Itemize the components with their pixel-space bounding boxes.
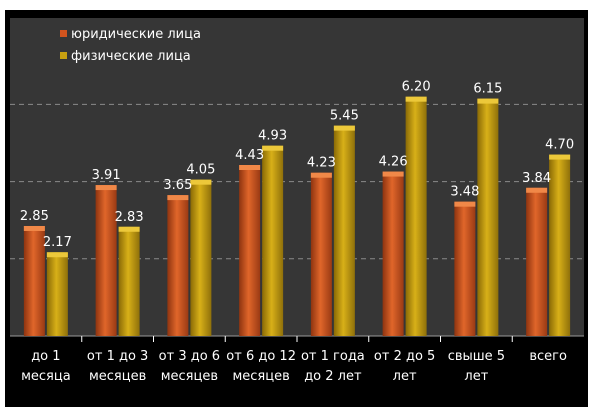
x-tick-label: от 3 до 6	[159, 349, 220, 364]
data-label: 3.91	[92, 168, 121, 183]
data-label: 3.84	[522, 171, 551, 186]
bar-legal	[239, 165, 261, 336]
data-label: 5.45	[330, 109, 359, 124]
bar-individual	[405, 96, 427, 337]
data-label: 4.26	[379, 155, 408, 170]
bar-individual	[46, 252, 68, 336]
bar-individual	[118, 226, 140, 336]
x-axis: до 1 месяца от 1 до 3 месяцев от 3 до 6 месяц…	[21, 336, 567, 384]
legend-swatch	[60, 30, 67, 37]
x-tick-label: месяца	[21, 369, 71, 384]
bar-cap	[382, 171, 404, 177]
data-label: 3.48	[450, 185, 479, 200]
bar-individual	[477, 98, 499, 336]
data-label: 4.05	[186, 163, 215, 178]
bar-cap	[167, 195, 189, 201]
bar-individual	[190, 179, 212, 336]
legend-swatch	[60, 52, 67, 59]
data-label: 4.93	[258, 129, 287, 144]
bar-legal	[454, 201, 476, 336]
data-label: 4.43	[235, 148, 264, 163]
x-tick-label: от 1 до 3	[87, 349, 148, 364]
bar-individual	[262, 145, 284, 336]
bar-legal	[526, 187, 548, 336]
bar-cap	[239, 165, 261, 171]
data-label: 4.23	[307, 156, 336, 171]
bar-cap	[405, 96, 427, 102]
bar-individual	[549, 154, 571, 336]
bar-cap	[46, 252, 68, 258]
bar-cap	[190, 179, 212, 185]
data-label: 4.70	[545, 138, 574, 153]
x-tick-label: месяцев	[89, 369, 146, 384]
bar-cap	[95, 185, 117, 191]
bar-individual	[333, 125, 355, 336]
bar-legal	[310, 172, 332, 336]
bar-legal	[382, 171, 404, 336]
bar-cap	[454, 201, 476, 207]
bar-cap	[477, 98, 499, 104]
data-label: 3.65	[163, 178, 192, 193]
x-tick-label: от 2 до 5	[374, 349, 435, 364]
bar-cap	[262, 145, 284, 151]
bar-legal	[95, 185, 117, 336]
legend: юридические лица физические лица	[60, 27, 201, 64]
bar-legal	[23, 225, 45, 336]
bars	[23, 96, 571, 337]
bar-legal	[167, 195, 189, 336]
bar-cap	[310, 172, 332, 178]
x-tick-label: до 2 лет	[304, 369, 362, 384]
bar-cap	[549, 154, 571, 160]
bar-cap	[526, 187, 548, 193]
legend-label: юридические лица	[71, 27, 201, 42]
x-tick-label: свыше 5	[448, 349, 505, 364]
data-labels: 2.85 2.17 3.91 2.83 3.654.05 4.43 4.93 4.23 5.45…	[20, 80, 574, 251]
data-label: 6.15	[473, 82, 502, 97]
x-tick-label: всего	[529, 349, 567, 364]
legend-label: физические лица	[71, 49, 191, 64]
data-label: 2.17	[43, 235, 72, 250]
x-tick-label: от 6 до 12	[226, 349, 296, 364]
x-tick-label: лет	[393, 369, 417, 384]
x-tick-label: лет	[464, 369, 488, 384]
bar-cap	[23, 225, 45, 231]
data-label: 2.83	[115, 210, 144, 225]
x-tick-label: месяцев	[161, 369, 218, 384]
bar-cap	[333, 125, 355, 131]
x-tick-label: месяцев	[232, 369, 289, 384]
x-tick-label: от 1 года	[301, 349, 365, 364]
bar-cap	[118, 226, 140, 232]
data-label: 2.85	[20, 209, 49, 224]
data-label: 6.20	[402, 80, 431, 95]
x-tick-label: до 1	[31, 349, 60, 364]
